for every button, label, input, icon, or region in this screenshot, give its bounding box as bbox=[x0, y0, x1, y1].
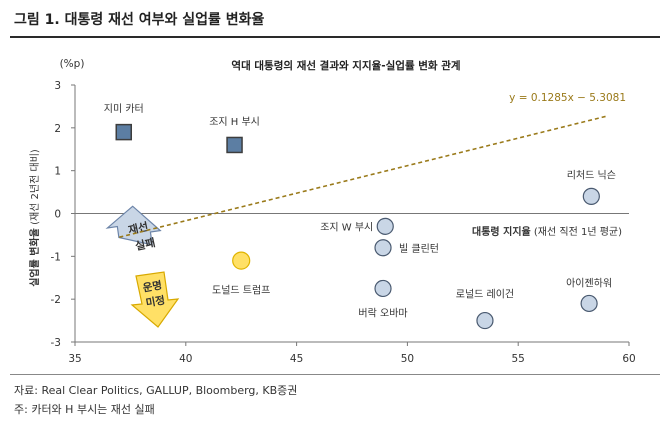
y-tick-label: 0 bbox=[54, 209, 61, 221]
figure-title: 그림 1. 대통령 재선 여부와 실업률 변화율 bbox=[14, 12, 265, 28]
y-tick-label: 1 bbox=[54, 166, 61, 178]
y-unit-label: (%p) bbox=[60, 58, 85, 70]
data-point bbox=[582, 187, 600, 205]
data-point-fail bbox=[226, 136, 243, 154]
undecided-arrow-text: 미정 bbox=[145, 293, 166, 309]
source-note: 자료: Real Clear Politics, GALLUP, Bloombe… bbox=[14, 384, 298, 397]
x-tick-label: 55 bbox=[512, 353, 525, 365]
x-tick-label: 60 bbox=[622, 353, 635, 365]
footer-rule bbox=[10, 374, 660, 375]
x-tick-label: 50 bbox=[401, 353, 414, 365]
data-point-undecided bbox=[232, 251, 251, 270]
x-tick-label: 40 bbox=[179, 353, 192, 365]
trendline bbox=[119, 115, 608, 238]
title-rule bbox=[10, 36, 660, 38]
point-label: 버락 오바마 bbox=[358, 307, 407, 319]
x-tick-label: 35 bbox=[68, 353, 81, 365]
data-point-fail bbox=[115, 123, 133, 141]
chart-title: 역대 대통령의 재선 결과와 지지율-실업률 변화 관계 bbox=[231, 59, 460, 72]
data-point bbox=[580, 294, 598, 313]
data-point bbox=[374, 279, 392, 298]
fail-arrow-text: 실패 bbox=[134, 235, 157, 253]
point-label: 조지 H 부시 bbox=[209, 116, 260, 128]
y-tick-label: 3 bbox=[54, 80, 61, 92]
x-axis-label: 대통령 지지율 (재선 직전 1년 평균) bbox=[472, 225, 622, 238]
y-tick-label: -1 bbox=[51, 251, 61, 263]
y-tick-label: -2 bbox=[51, 294, 61, 306]
point-label: 리처드 닉슨 bbox=[567, 169, 616, 181]
point-label: 지미 카터 bbox=[104, 103, 144, 115]
fail-arrow-shape bbox=[105, 205, 162, 246]
point-label: 아이젠하워 bbox=[566, 276, 612, 289]
data-point bbox=[476, 311, 494, 330]
x-tick-label: 45 bbox=[290, 353, 303, 365]
data-point bbox=[376, 217, 394, 235]
point-label: 빌 클린턴 bbox=[399, 243, 439, 255]
trendline-equation: y = 0.1285x − 5.3081 bbox=[509, 92, 626, 104]
y-tick-label: -3 bbox=[51, 337, 61, 349]
undecided-arrow-shape bbox=[130, 271, 180, 328]
y-tick-label: 2 bbox=[54, 123, 61, 135]
fail-arrow-text: 재선 bbox=[127, 219, 150, 237]
point-label: 로널드 레이건 bbox=[456, 289, 514, 301]
point-label: 조지 W 부시 bbox=[320, 221, 373, 233]
point-label: 도널드 트럼프 bbox=[212, 284, 270, 297]
undecided-arrow-text: 운명 bbox=[142, 278, 163, 294]
footnote: 주: 카터와 H 부시는 재선 실패 bbox=[14, 403, 155, 416]
data-point bbox=[374, 239, 392, 257]
y-axis-label: 실업률 변화율 (재선 2년전 대비) bbox=[28, 149, 41, 287]
